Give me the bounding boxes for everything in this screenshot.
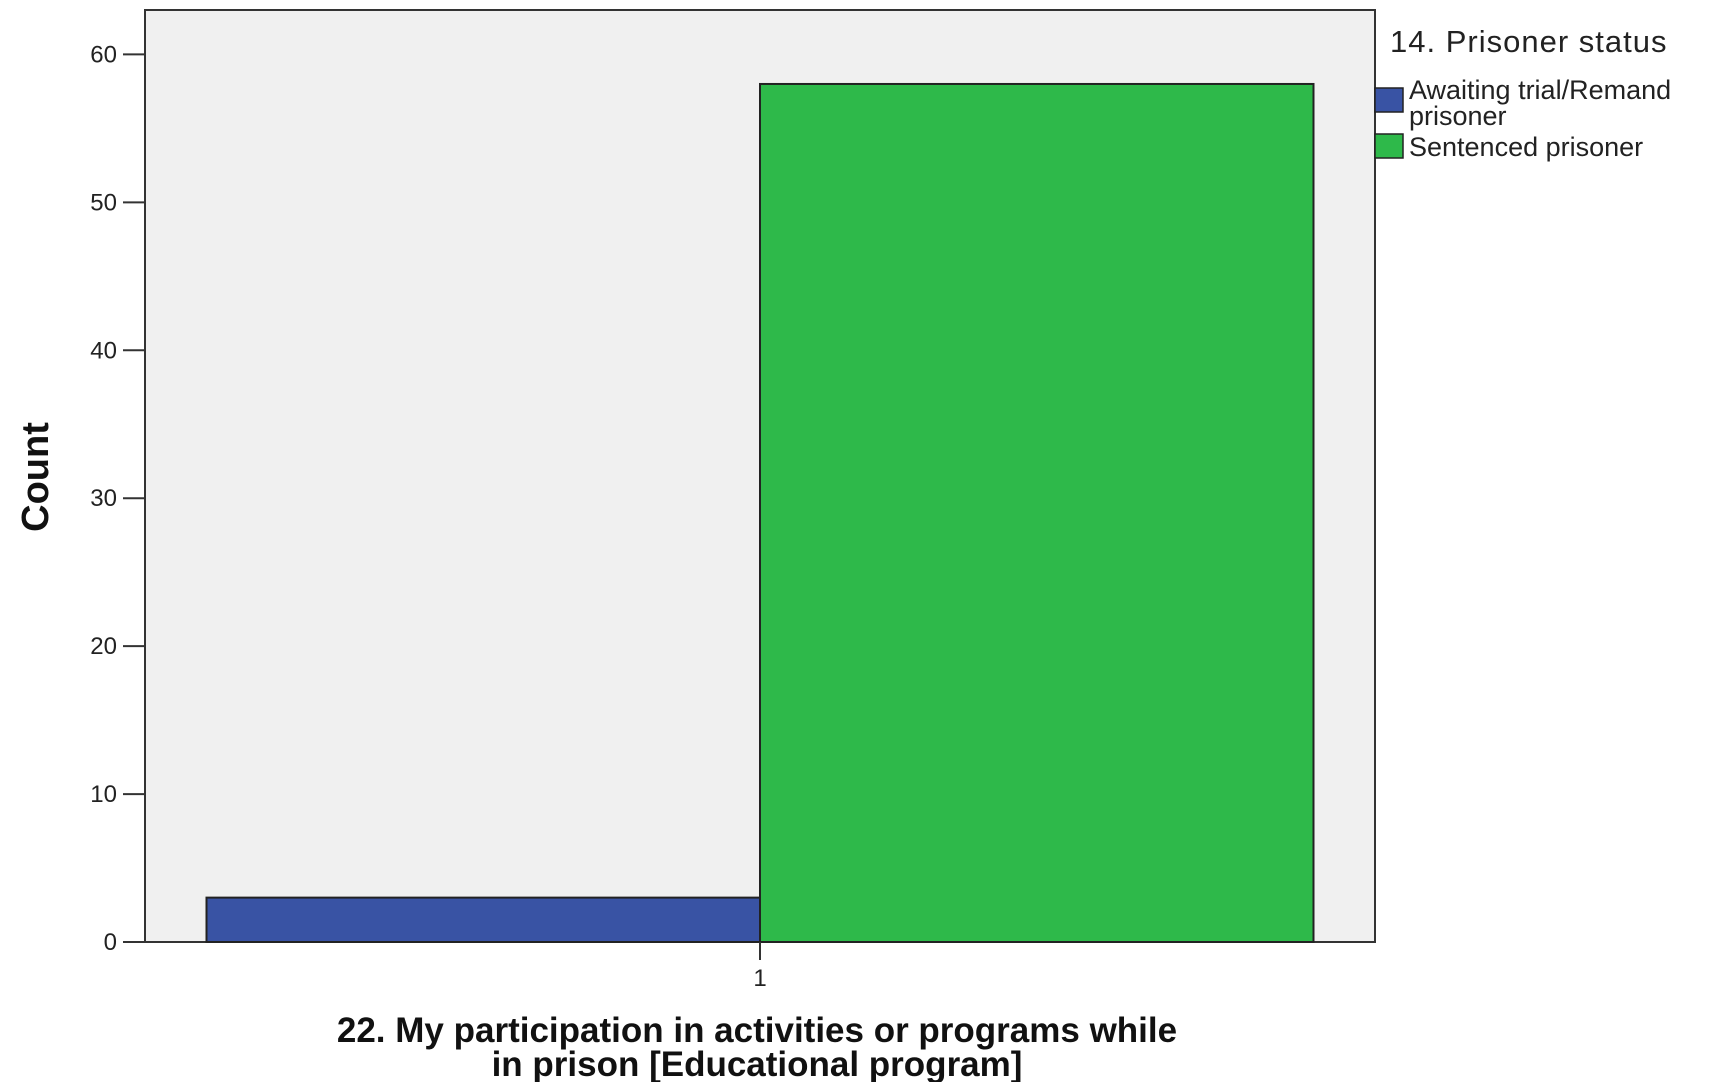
legend-title: 14. Prisoner status (1390, 24, 1667, 59)
legend-label-awaiting-trial-line-1: Awaiting trial/Remand (1409, 75, 1671, 105)
y-tick-label: 10 (90, 781, 117, 808)
x-axis-title-line-1: 22. My participation in activities or pr… (337, 1011, 1177, 1050)
bar-series-0 (205, 896, 761, 943)
y-tick-label: 20 (90, 633, 117, 660)
bars (205, 82, 1315, 943)
legend-swatch-sentenced (1374, 133, 1404, 159)
y-axis: 0 10 20 30 40 50 60 (90, 41, 145, 956)
legend-entry-sentenced: Sentenced prisoner (1374, 132, 1643, 162)
y-tick-label: 30 (90, 485, 117, 512)
x-axis: 1 (753, 942, 767, 992)
x-tick-label: 1 (753, 965, 766, 992)
legend-swatch-awaiting-trial (1374, 87, 1404, 113)
y-tick-label: 0 (104, 929, 117, 956)
y-axis-title: Count (15, 422, 57, 532)
y-tick-label: 50 (90, 189, 117, 216)
x-axis-title-line-2: in prison [Educational program] (492, 1045, 1023, 1082)
y-tick-label: 60 (90, 41, 117, 68)
legend-label-sentenced: Sentenced prisoner (1409, 132, 1643, 162)
y-tick-label: 40 (90, 337, 117, 364)
legend-entry-awaiting-trial: Awaiting trial/Remand prisoner (1374, 75, 1671, 131)
bar-series-1 (759, 82, 1315, 943)
legend-label-awaiting-trial-line-2: prisoner (1409, 101, 1507, 131)
